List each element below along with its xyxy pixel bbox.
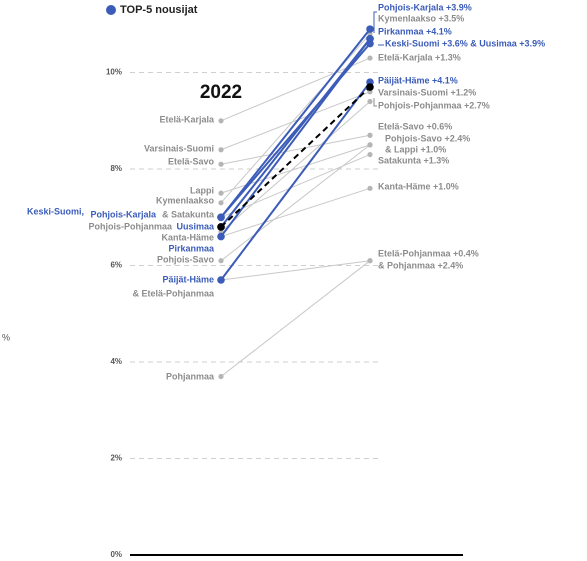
y-tick-label: 2% (110, 454, 122, 463)
left-label: Pirkanmaa (168, 243, 215, 253)
slope-line (220, 260, 371, 377)
right-label: & Pohjanmaa +2.4% (378, 260, 463, 270)
start-dot (217, 276, 225, 284)
slope-line (220, 144, 371, 262)
right-label: Kanta-Häme +1.0% (378, 181, 459, 191)
left-label: & Satakunta (162, 209, 215, 219)
start-dot (218, 118, 224, 124)
end-dot (367, 151, 373, 158)
slope-line (220, 101, 371, 233)
right-label: Satakunta +1.3% (378, 155, 449, 165)
right-label: Päijät-Häme +4.1% (378, 75, 458, 85)
y-tick-label: 6% (110, 261, 122, 270)
start-dot (217, 223, 225, 231)
label-bracket (373, 98, 377, 107)
y-tick-label: 4% (110, 357, 122, 366)
slope-line (220, 187, 371, 238)
end-dot (367, 132, 373, 138)
left-label: Varsinais-Suomi (144, 143, 214, 153)
slope-line (220, 134, 371, 165)
start-dot (217, 213, 225, 222)
left-label: & Etelä-Pohjanmaa (132, 288, 215, 298)
left-label: Lappi (190, 185, 214, 195)
right-label: Etelä-Pohjanmaa +0.4% (378, 248, 479, 258)
slope-line (220, 38, 371, 238)
y-tick-label: 8% (110, 164, 122, 173)
left-label: Keski-Suomi, (27, 206, 84, 216)
end-dot (367, 142, 373, 148)
end-dot (367, 98, 373, 105)
left-label: Kanta-Häme (161, 232, 214, 242)
right-label: Etelä-Karjala +1.3% (378, 52, 461, 62)
start-dot (218, 258, 224, 264)
left-label: Pohjois-Karjala (90, 209, 157, 219)
end-dot (366, 34, 374, 43)
start-dot (218, 147, 224, 153)
start-dot (217, 232, 225, 241)
left-label: Pohjois-Savo (157, 254, 215, 264)
slope-line (220, 28, 371, 218)
right-label: Varsinais-Suomi +1.2% (378, 87, 476, 97)
start-dot (218, 200, 224, 206)
start-dot (218, 373, 224, 380)
left-label: Etelä-Karjala (159, 114, 215, 124)
end-dot (366, 83, 374, 91)
end-dot (367, 258, 373, 264)
end-dot (367, 55, 373, 61)
left-label: Etelä-Savo (168, 156, 215, 166)
right-label: Kymenlaakso +3.5% (378, 13, 464, 23)
end-dot (367, 185, 373, 191)
y-tick-label: 10% (106, 68, 122, 77)
legend-label: TOP-5 nousijat (120, 4, 198, 16)
slope-line (220, 81, 371, 281)
right-label: Pohjois-Karjala +3.9% (378, 2, 472, 12)
right-label: Pohjois-Pohjanmaa +2.7% (378, 100, 490, 110)
y-tick-label: 0% (110, 550, 122, 559)
start-dot (218, 190, 224, 196)
left-label: Uusimaa (176, 221, 215, 231)
y-axis-label: % (2, 332, 10, 342)
left-label: Kymenlaakso (156, 195, 215, 205)
right-label: Pohjois-Savo +2.4% (385, 133, 470, 143)
right-label: Keski-Suomi +3.6% & Uusimaa +3.9% (385, 38, 545, 48)
right-label: Pirkanmaa +4.1% (378, 26, 452, 36)
slope-line (220, 33, 371, 204)
end-dot (366, 25, 374, 33)
slope-line (220, 86, 371, 228)
right-label: Etelä-Savo +0.6% (378, 121, 452, 131)
left-label: Pohjanmaa (166, 371, 215, 381)
start-dot (218, 161, 224, 167)
right-label: & Lappi +1.0% (385, 144, 446, 154)
left-label: Päijät-Häme (162, 274, 214, 284)
year-label: 2022 (200, 82, 242, 103)
slope-line (220, 91, 371, 151)
slope-line (220, 154, 371, 218)
label-bracket (373, 11, 377, 33)
slope-line (220, 260, 371, 281)
left-label: Pohjois-Pohjanmaa (88, 221, 173, 231)
legend-dot (106, 5, 116, 15)
